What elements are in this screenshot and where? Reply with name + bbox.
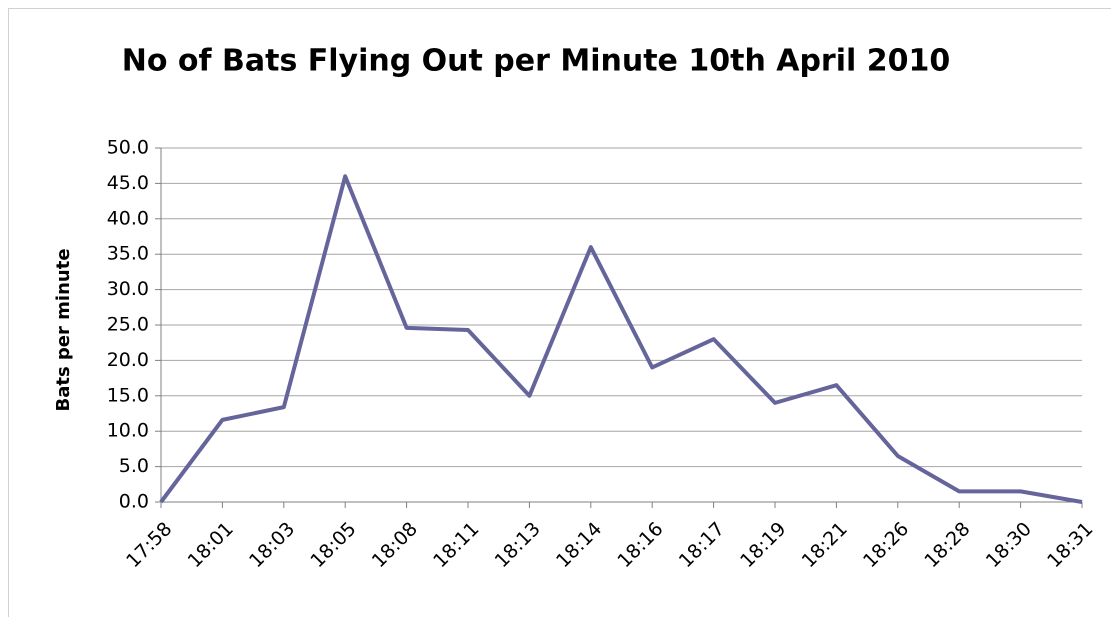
y-tick-label: 20.0 <box>107 349 149 371</box>
x-tick-label: 18:13 <box>491 518 545 572</box>
chart-border <box>8 8 1111 617</box>
chart-title: No of Bats Flying Out per Minute 10th Ap… <box>122 44 951 79</box>
y-tick-label: 45.0 <box>107 172 149 194</box>
x-tick-label: 18:01 <box>184 518 238 572</box>
y-tick-label: 30.0 <box>107 278 149 300</box>
y-axis-label: Bats per minute <box>53 248 74 411</box>
y-tick-label: 15.0 <box>107 384 149 406</box>
x-tick-label: 18:31 <box>1043 518 1097 572</box>
x-tick-label: 18:28 <box>920 518 974 572</box>
y-tick-label: 40.0 <box>107 207 149 229</box>
x-tick-label: 18:30 <box>982 518 1036 572</box>
y-tick-label: 25.0 <box>107 314 149 336</box>
x-tick-label: 18:11 <box>429 518 483 572</box>
line-series <box>159 174 1083 504</box>
x-tick-label: 18:05 <box>306 518 360 572</box>
y-tick-label: 10.0 <box>107 420 149 442</box>
x-tick-label: 18:26 <box>859 518 913 572</box>
y-tick-label: 50.0 <box>107 137 149 159</box>
x-tick-label: 18:21 <box>798 518 852 572</box>
x-tick-label: 18:19 <box>736 518 790 572</box>
x-tick-label: 18:03 <box>245 518 299 572</box>
x-tick-label: 18:14 <box>552 518 606 572</box>
y-tick-label: 35.0 <box>107 243 149 265</box>
x-tick-label: 17:58 <box>122 518 176 572</box>
y-tick-label: 0.0 <box>119 491 149 513</box>
x-tick-label: 18:17 <box>675 518 729 572</box>
x-tick-label: 18:16 <box>613 518 667 572</box>
y-tick-label: 5.0 <box>119 455 149 477</box>
x-tick-label: 18:08 <box>368 518 422 572</box>
